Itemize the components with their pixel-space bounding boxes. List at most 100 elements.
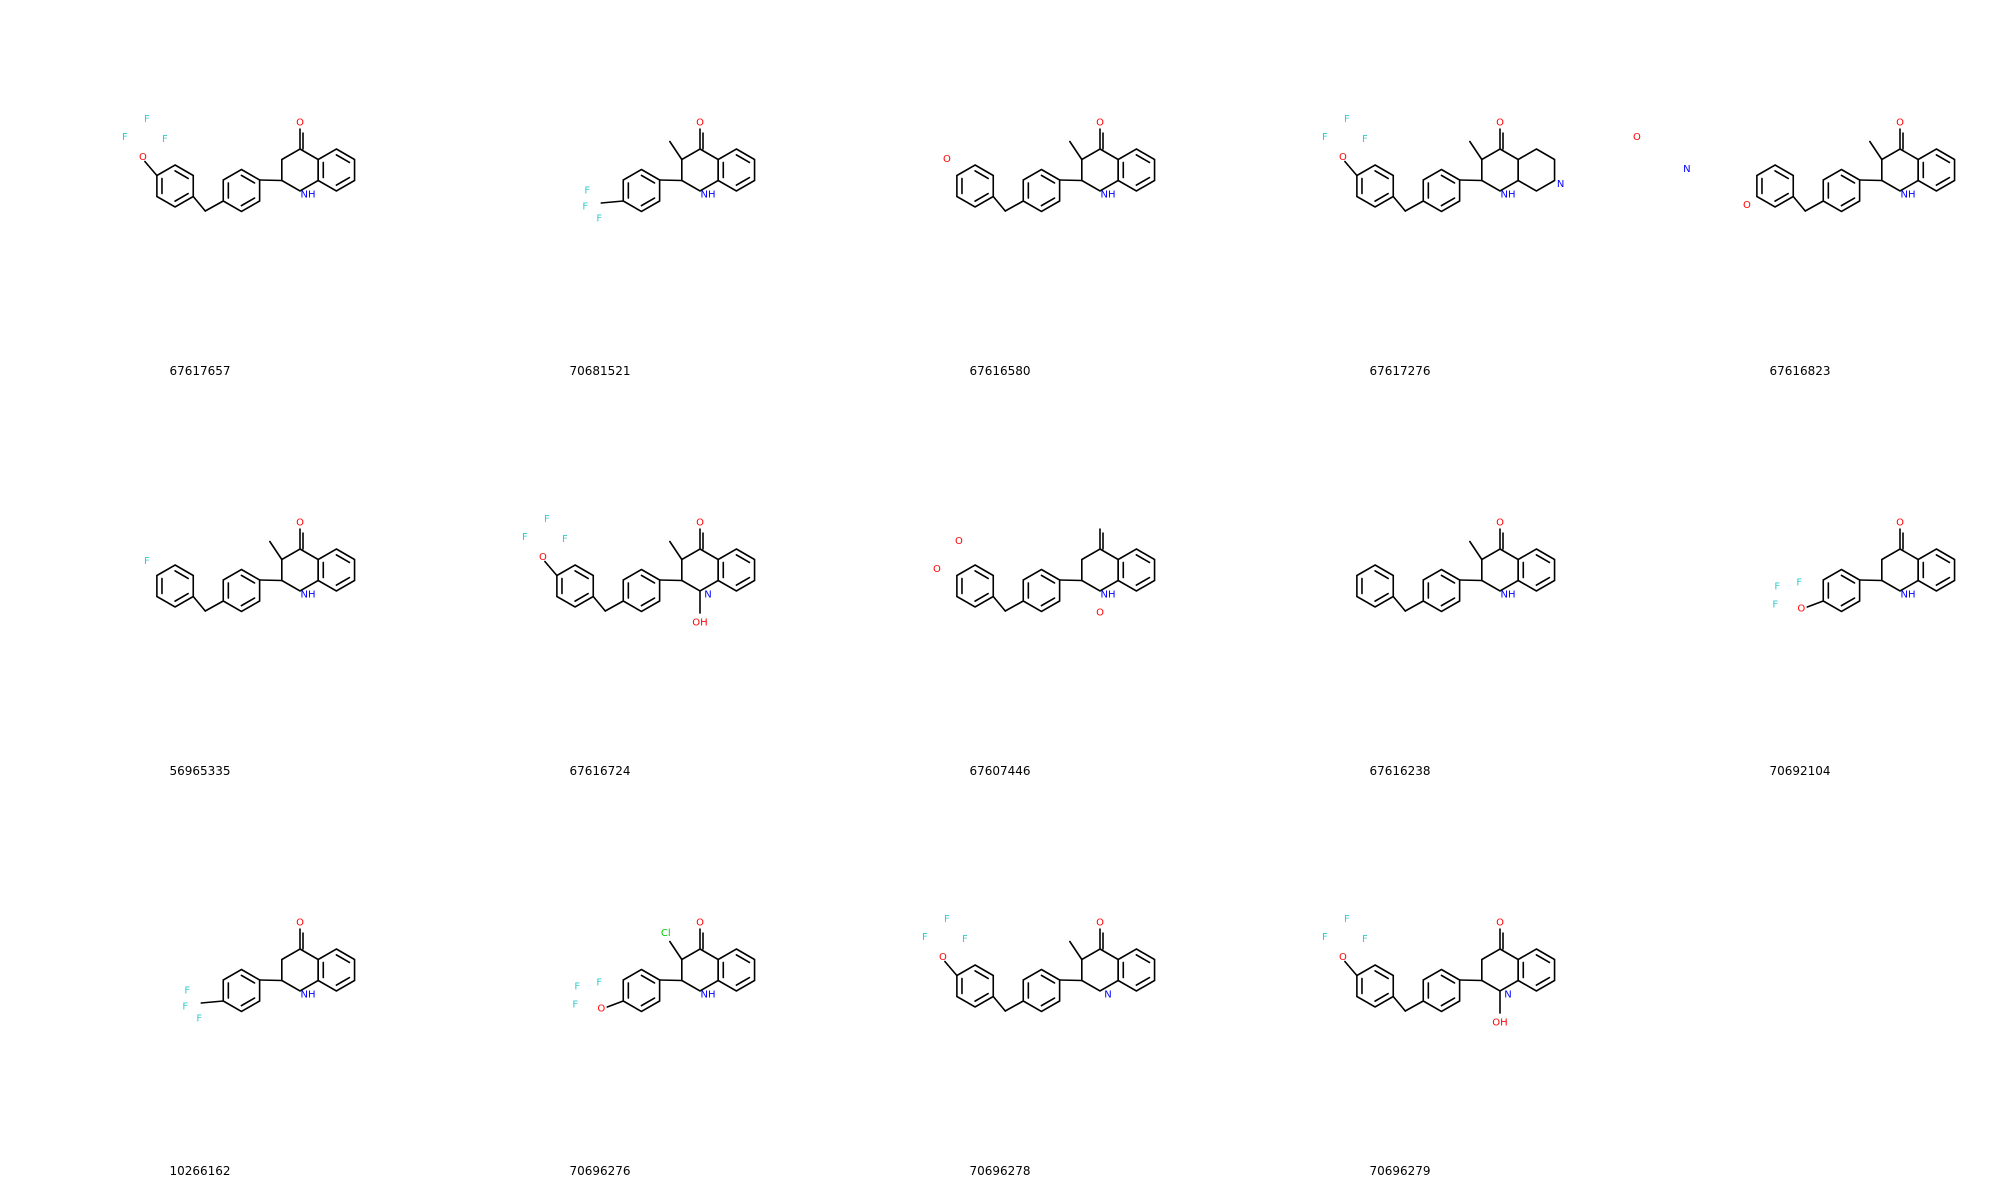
morpholine-nitrogen: N xyxy=(1683,164,1690,175)
benzo-ring-inner-bond xyxy=(335,554,351,564)
carbonyl-oxygen: O xyxy=(1096,918,1104,929)
fluorine-atom: F xyxy=(962,934,968,945)
aryl-bond xyxy=(1858,579,1883,582)
methylene-bond xyxy=(204,200,225,212)
benzo-ring-inner-bond xyxy=(1935,576,1951,586)
chloro-bond xyxy=(669,940,683,961)
compound-id-label: 67616238 xyxy=(1369,764,1431,778)
benzyl-ring xyxy=(956,564,995,608)
fluorine-atom: F xyxy=(1344,114,1350,125)
fluorine-atom: F xyxy=(1774,582,1780,593)
fluorine-atom: F xyxy=(182,1002,188,1013)
pyridine-nitrogen: N xyxy=(1557,179,1564,190)
phenyl-ring-inner-bond xyxy=(1040,597,1056,607)
phenyl-ring-inner-bond xyxy=(1440,174,1456,184)
ether-bond xyxy=(544,560,558,577)
quinolone-ring-a xyxy=(681,148,719,192)
benzyl-ring-inner-bond xyxy=(574,592,589,602)
ring-nitrogen: NH xyxy=(301,590,316,601)
phenyl-ring-inner-bond xyxy=(1440,597,1456,607)
chlorine-atom: Cl xyxy=(661,928,671,939)
ether-oxygen: O xyxy=(139,152,147,163)
structure-drawing: O NH xyxy=(1356,518,1556,613)
aryl-bond xyxy=(258,979,283,982)
benzo-ring-inner-bond xyxy=(735,154,751,164)
ring-nitrogen: NH xyxy=(1101,590,1116,601)
fluorine-atom: F xyxy=(162,134,168,145)
molecule-cell: O NH O F F F 70692104 xyxy=(1600,400,2000,800)
benzyl-ring-inner-bond xyxy=(174,570,189,580)
ring-nitrogen: NH xyxy=(301,990,316,1001)
ring-nitrogen: NH xyxy=(1101,190,1116,201)
phenyl-ring-inner-bond xyxy=(240,997,256,1007)
benzo-ring-inner-bond xyxy=(335,954,351,964)
benzyl-ring-inner-bond xyxy=(174,170,189,180)
ether-oxygen: O xyxy=(597,1004,605,1015)
methyl-bond xyxy=(1069,940,1083,961)
phenyl-ring-inner-bond xyxy=(1440,997,1456,1007)
compound-id-label: 70692104 xyxy=(1769,764,1831,778)
benzo-ring-inner-bond xyxy=(1935,554,1951,564)
methylene-bond xyxy=(1004,600,1025,612)
carbonyl-oxygen: O xyxy=(1096,608,1104,619)
quinolone-ring-a xyxy=(281,148,319,192)
benzyl-ring-inner-bond xyxy=(1374,992,1389,1002)
fluorine-atom: F xyxy=(572,1000,578,1011)
compound-id-label: 70696279 xyxy=(1369,1164,1431,1178)
carbonyl-oxygen: O xyxy=(1896,518,1904,529)
benzo-ring-inner-bond xyxy=(1535,976,1551,986)
molecule-cell: O N OH O F F F 70696279 xyxy=(1200,800,1600,1200)
structure-drawing: O NH O xyxy=(943,118,1156,213)
ether-oxygen: O xyxy=(1797,604,1805,615)
aryl-bond xyxy=(1858,179,1883,182)
benzo-ring xyxy=(717,948,756,992)
aryl-bond xyxy=(1458,579,1483,582)
carbonyl-oxygen: O xyxy=(1496,918,1504,929)
benzo-ring xyxy=(1517,548,1556,592)
compound-id-label: 67617657 xyxy=(169,364,231,378)
fluorine-atom: F xyxy=(144,114,150,125)
benzyl-ring-inner-bond xyxy=(974,592,989,602)
hydroxyl-group: OH xyxy=(1492,1018,1507,1029)
molecule-cell: O NH O 67616580 xyxy=(800,0,1200,400)
benzo-ring xyxy=(317,148,356,192)
phenyl-ring-inner-bond xyxy=(1040,197,1056,207)
carbonyl-oxygen: O xyxy=(296,918,304,929)
benzo-ring xyxy=(1917,148,1956,192)
ester-oxygen: O xyxy=(955,536,963,547)
methoxy-oxygen: O xyxy=(943,154,951,165)
phenyl-ring-inner-bond xyxy=(1840,574,1856,584)
fluorine-atom: F xyxy=(596,214,602,225)
phenyl-ring-inner-bond xyxy=(1440,574,1456,584)
morpholine-oxygen: O xyxy=(1633,132,1641,143)
benzo-ring xyxy=(1517,148,1556,192)
quinolone-ring-a xyxy=(681,948,719,992)
phenyl-ring-inner-bond xyxy=(240,974,256,984)
quinolone-ring-a xyxy=(1081,548,1119,592)
benzyl-ring-inner-bond xyxy=(1374,592,1389,602)
structure-67616580: O NH O xyxy=(943,118,1156,213)
aryl-bond xyxy=(1058,179,1083,182)
aryl-bond xyxy=(1058,579,1083,582)
benzo-ring-inner-bond xyxy=(335,176,351,186)
ring-nitrogen: NH xyxy=(1501,190,1516,201)
benzo-ring-inner-bond xyxy=(335,154,351,164)
fluorine-atom: F xyxy=(574,982,580,993)
benzo-ring xyxy=(1517,948,1556,992)
benzo-ring-inner-bond xyxy=(1135,154,1151,164)
ether-oxygen: O xyxy=(539,552,547,563)
compound-id-label: 67616724 xyxy=(569,764,631,778)
carbonyl-oxygen: O xyxy=(696,918,704,929)
quinolone-ring-a xyxy=(281,948,319,992)
phenyl-ring-inner-bond xyxy=(240,197,256,207)
fluorine-atom: F xyxy=(522,532,528,543)
benzo-ring-inner-bond xyxy=(735,554,751,564)
methylene-bond xyxy=(1404,1000,1425,1012)
methyl-bond xyxy=(1069,140,1083,161)
molecule-cell: O NH Cl O F F F 70696276 xyxy=(400,800,800,1200)
